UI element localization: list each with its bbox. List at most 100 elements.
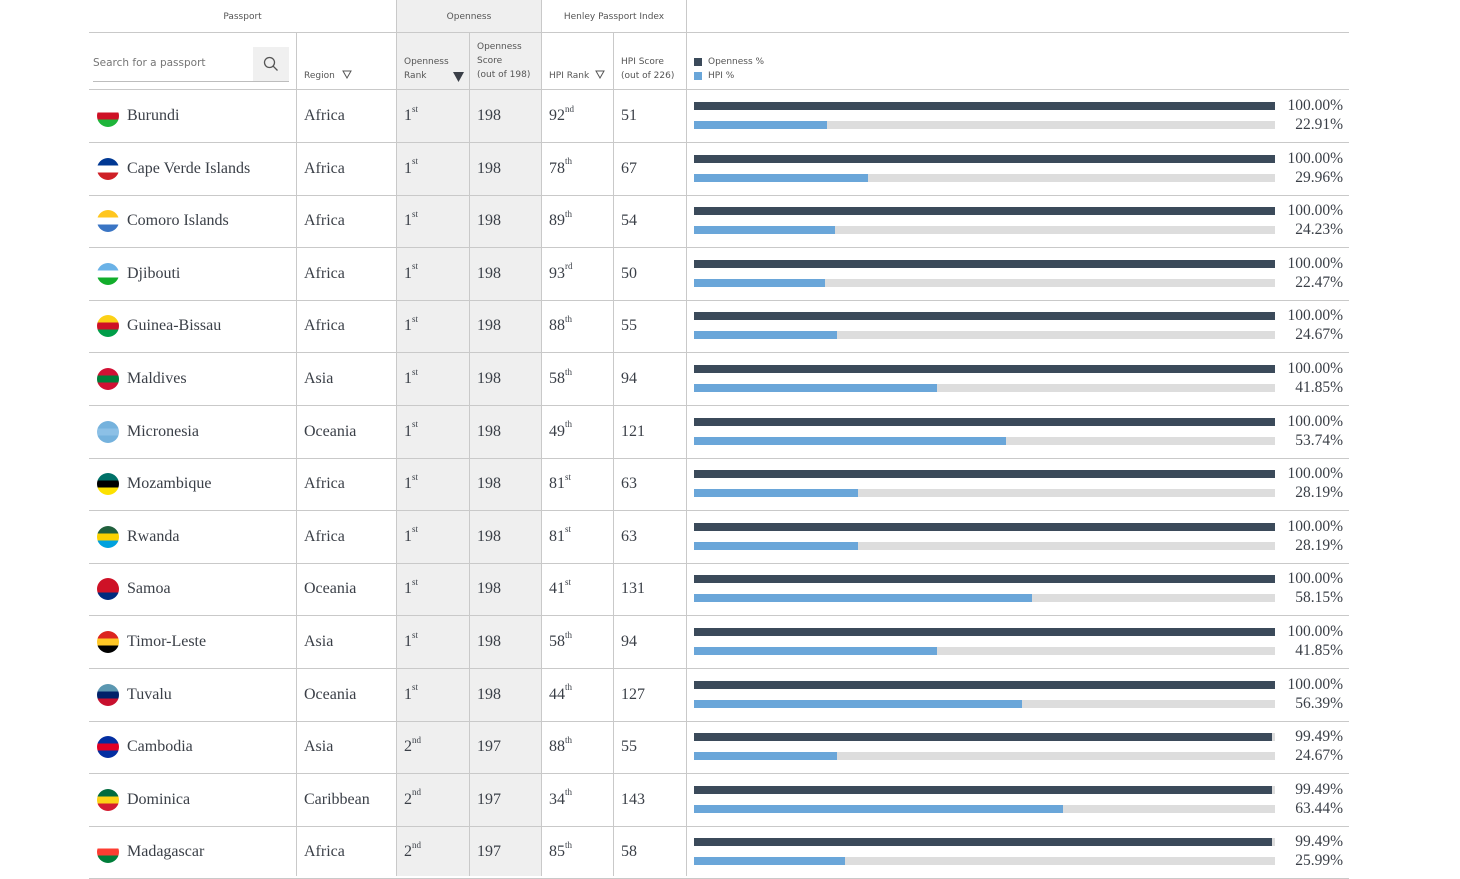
flag-icon — [97, 368, 119, 390]
passport-cell: Dominica — [89, 774, 295, 826]
openness-score-cell: 198 — [477, 580, 501, 598]
openness-pct-label: 99.49% — [1295, 728, 1343, 746]
column-divider — [613, 33, 614, 876]
hpi-pct-label: 56.39% — [1295, 694, 1343, 712]
country-name: Tuvalu — [127, 685, 172, 703]
hpi-rank-value: 88 — [549, 738, 565, 756]
openness-rank-value: 2 — [404, 790, 412, 808]
search-input[interactable] — [93, 57, 248, 69]
passport-cell: Cape Verde Islands — [89, 143, 295, 195]
header-hpi-rank[interactable]: HPI Rank — [549, 33, 611, 89]
openness-score-cell: 198 — [477, 212, 501, 230]
table-row[interactable]: Cape Verde Islands Africa 1st 198 78th 67 100.… — [89, 143, 1349, 196]
region-cell: Oceania — [304, 685, 357, 703]
hpi-rank-value: 44 — [549, 685, 565, 703]
openness-rank-cell: 1st — [404, 406, 418, 458]
openness-rank-suffix: st — [412, 471, 419, 482]
openness-rank-cell: 1st — [404, 248, 418, 300]
openness-pct-label: 100.00% — [1287, 360, 1343, 377]
hpi-rank-suffix: rd — [565, 261, 573, 272]
bar-cell: 100.00% 28.19% — [89, 511, 1349, 563]
region-cell: Africa — [304, 843, 345, 861]
table-row[interactable]: Dominica Caribbean 2nd 197 34th 143 99.49% 63.4… — [89, 774, 1349, 827]
openness-rank-cell: 1st — [404, 563, 418, 615]
region-cell: Africa — [304, 475, 345, 493]
bar-cell: 100.00% 41.85% — [89, 616, 1349, 668]
bar-cell: 100.00% 41.85% — [89, 353, 1349, 405]
table-row[interactable]: Cambodia Asia 2nd 197 88th 55 99.49% 24.67% — [89, 721, 1349, 775]
hpi-rank-suffix: th — [565, 419, 573, 430]
group-header-openness: Openness — [446, 12, 492, 22]
passport-cell: Mozambique — [89, 458, 295, 510]
hpi-bar — [694, 752, 838, 761]
country-name: Burundi — [127, 107, 180, 124]
header-hpi-score[interactable]: HPI Score (out of 226) — [621, 33, 685, 89]
flag-icon — [97, 736, 119, 759]
hpi-pct-label: 22.47% — [1295, 273, 1343, 291]
hpi-rank-cell: 93rd — [549, 248, 573, 300]
search-button[interactable] — [253, 47, 289, 81]
header-openness-score[interactable]: Openness Score (out of 198) — [477, 33, 539, 89]
country-name: Guinea-Bissau — [127, 317, 222, 335]
header-openness-rank[interactable]: Openness Rank — [404, 33, 466, 89]
openness-bar-track — [694, 680, 1275, 689]
hpi-rank-cell: 34th — [549, 774, 572, 826]
table-row[interactable]: Comoro Islands Africa 1st 198 89th 54 100.00% 2… — [89, 195, 1349, 249]
hpi-pct-label: 41.85% — [1295, 642, 1343, 659]
hpi-rank-value: 81 — [549, 475, 565, 493]
header-region[interactable]: Region — [304, 33, 392, 89]
openness-pct-label: 100.00% — [1287, 517, 1343, 535]
flag-icon — [97, 788, 119, 811]
hpi-rank-value: 81 — [549, 527, 565, 545]
openness-bar — [694, 680, 1275, 689]
openness-rank-cell: 1st — [404, 353, 418, 405]
hpi-score-cell: 63 — [621, 475, 637, 493]
table-row[interactable]: Micronesia Oceania 1st 198 49th 121 100.00% 53.… — [89, 406, 1349, 459]
group-header-row: Passport Openness Henley Passport Index — [89, 0, 1349, 33]
hpi-bar-track — [694, 752, 1275, 761]
passport-cell: Samoa — [89, 563, 295, 615]
hpi-pct-label: 24.67% — [1295, 326, 1343, 344]
table-row[interactable]: Tuvalu Oceania 1st 198 44th 127 100.00% 56.39% — [89, 669, 1349, 722]
table-row[interactable]: Djibouti Africa 1st 198 93rd 50 100.00% 22.47% — [89, 248, 1349, 301]
openness-bar-track — [694, 154, 1275, 163]
openness-rank-value: 1 — [404, 422, 412, 440]
table-row[interactable]: Maldives Asia 1st 198 58th 94 100.00% 41.85% — [89, 353, 1349, 406]
table-row[interactable]: Burundi Africa 1st 198 92nd 51 100.00% 22.91% — [89, 90, 1349, 143]
column-divider — [541, 0, 542, 876]
openness-rank-cell: 1st — [404, 90, 418, 142]
openness-rank-suffix: st — [412, 314, 419, 325]
table-row[interactable]: Timor-Leste Asia 1st 198 58th 94 100.00% 41.85% — [89, 616, 1349, 669]
bar-cell: 100.00% 22.91% — [89, 90, 1349, 142]
openness-rank-value: 1 — [404, 212, 412, 230]
table-row[interactable]: Guinea-Bissau Africa 1st 198 88th 55 100.00% 24… — [89, 300, 1349, 354]
region-cell: Africa — [304, 317, 345, 335]
openness-pct-label: 100.00% — [1287, 254, 1343, 272]
legend-swatch-hpi — [694, 71, 702, 80]
openness-rank-cell: 2nd — [404, 721, 421, 773]
openness-bar — [694, 154, 1275, 163]
passport-cell: Rwanda — [89, 511, 295, 563]
hpi-rank-cell: 81st — [549, 511, 571, 563]
openness-pct-label: 100.00% — [1287, 149, 1343, 167]
column-divider — [686, 0, 687, 876]
hpi-bar — [694, 278, 825, 287]
openness-rank-suffix: nd — [412, 734, 421, 745]
openness-bar — [694, 102, 1275, 110]
hpi-rank-suffix: st — [565, 471, 572, 482]
openness-score-cell: 198 — [477, 422, 501, 440]
hpi-score-cell: 67 — [621, 159, 637, 177]
hpi-rank-suffix: th — [565, 366, 573, 377]
table-row[interactable]: Samoa Oceania 1st 198 41st 131 100.00% 58.15% — [89, 563, 1349, 617]
hpi-bar-track — [694, 121, 1275, 129]
table-row[interactable]: Madagascar Africa 2nd 197 85th 58 99.49% 25.99% — [89, 826, 1349, 879]
table-row[interactable]: Rwanda Africa 1st 198 81st 63 100.00% 28.19% — [89, 511, 1349, 564]
openness-bar — [694, 207, 1275, 216]
openness-bar — [694, 259, 1275, 268]
hpi-score-cell: 50 — [621, 264, 637, 282]
hpi-bar — [694, 384, 938, 392]
openness-rank-suffix: st — [412, 366, 419, 377]
table-row[interactable]: Mozambique Africa 1st 198 81st 63 100.00% 28.19… — [89, 458, 1349, 512]
openness-rank-cell: 1st — [404, 458, 418, 510]
hpi-rank-suffix: th — [565, 734, 573, 745]
